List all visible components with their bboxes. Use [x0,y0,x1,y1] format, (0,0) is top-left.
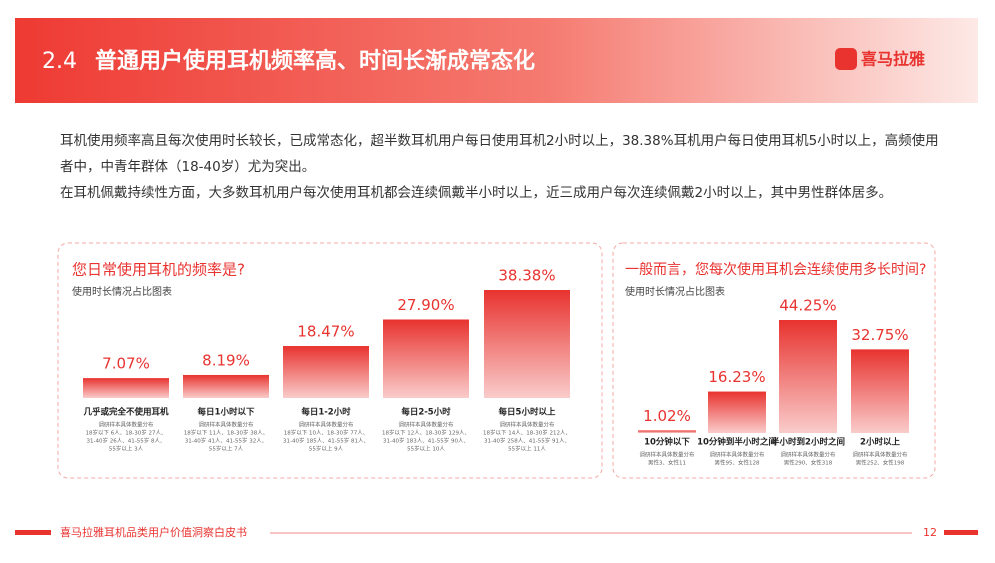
category-note: 18岁以下 10人、18-30岁 77人、 [284,429,368,437]
category-note: 18岁以下 12人、18-30岁 129人、 [382,429,470,437]
bar [383,319,469,398]
footer-text: 喜马拉雅耳机品类用户价值洞察白皮书 [60,525,247,539]
footer-bar [15,530,51,535]
category-label: 每日5小时以上 [499,407,556,418]
value-label: 7.07% [102,355,150,373]
chart-subtitle: 使用时长情况占比图表 [625,285,725,298]
value-label: 8.19% [202,351,250,369]
bar [484,290,570,398]
value-label: 16.23% [708,368,765,386]
panel [57,242,603,479]
category-label: 每日1小时以下 [198,407,255,418]
page-number: 12 [923,526,937,539]
category-note: 31-40岁 183人、41-55岁 90人、 [383,437,469,445]
category-note: 调研样本具体数量分布 [780,451,836,459]
category-label: 半小时到2小时之间 [771,437,845,448]
value-label: 38.38% [498,267,555,285]
value-label: 32.75% [851,326,908,344]
panel [612,242,936,479]
value-label: 18.47% [297,323,354,341]
category-label: 10分钟到半小时之间 [697,437,777,448]
category-note: 31-40岁 26人、41-55岁 8人、 [87,437,166,445]
category-note: 调研样本具体数量分布 [398,421,454,429]
value-label: 1.02% [643,407,691,425]
category-note: 男性252、女性198 [856,459,905,467]
category-note: 男性290、女性318 [784,459,833,467]
category-note: 18岁以下 14人、18-30岁 212人、 [483,429,571,437]
category-note: 31-40岁 185人、41-55岁 81人、 [283,437,369,445]
value-label: 27.90% [397,296,454,314]
bar [283,346,369,398]
category-note: 调研样本具体数量分布 [298,421,354,429]
category-label: 几乎或完全不使用耳机 [83,407,169,418]
paragraph: 在耳机佩戴持续性方面，大多数耳机用户每次使用耳机都会连续佩戴半小时以上，近三成用… [60,185,893,201]
chart-title: 一般而言，您每次使用耳机会连续使用多长时间? [625,261,926,278]
bar [638,430,696,433]
category-note: 调研样本具体数量分布 [198,421,254,429]
bar [708,391,766,433]
category-note: 55岁以上 10人 [407,445,445,453]
bar [851,349,909,433]
category-note: 男性3、女性11 [648,459,686,467]
category-note: 55岁以上 9人 [309,445,344,453]
header-title: 普通用户使用耳机频率高、时间长渐成常态化 [95,48,535,74]
category-note: 男性95、女性128 [715,459,760,467]
category-label: 每日2-5小时 [401,407,451,418]
header-band [15,18,978,103]
paragraph: 耳机使用频率高且每次使用时长较长，已成常态化，超半数耳机用户每日使用耳机2小时以… [60,133,939,175]
category-note: 31-40岁 258人、41-55岁 91人、 [484,437,570,445]
logo-text: 喜马拉雅 [861,50,925,69]
category-note: 调研样本具体数量分布 [98,421,154,429]
category-note: 调研样本具体数量分布 [852,451,908,459]
bar [779,320,837,433]
logo-icon [835,48,857,70]
category-note: 55岁以上 11人 [508,445,546,453]
value-label: 44.25% [779,297,836,315]
bar [183,374,269,398]
category-note: 18岁以下 6人、18-30岁 27人、 [86,429,167,437]
category-note: 18岁以下 11人、18-30岁 38人、 [184,429,268,437]
category-note: 调研样本具体数量分布 [709,451,765,459]
category-label: 2小时以上 [860,437,900,448]
category-label: 10分钟以下 [644,437,690,448]
chart-subtitle: 使用时长情况占比图表 [72,285,172,298]
footer-bar [944,530,978,535]
bar [83,378,169,398]
category-note: 55岁以上 3人 [109,445,144,453]
category-note: 55岁以上 7人 [209,445,244,453]
category-note: 调研样本具体数量分布 [639,451,695,459]
chart-title: 您日常使用耳机的频率是? [72,261,245,279]
category-label: 每日1-2小时 [301,407,351,418]
section-number: 2.4 [42,49,77,74]
category-note: 调研样本具体数量分布 [499,421,555,429]
category-note: 31-40岁 41人、41-55岁 32人、 [185,437,267,445]
